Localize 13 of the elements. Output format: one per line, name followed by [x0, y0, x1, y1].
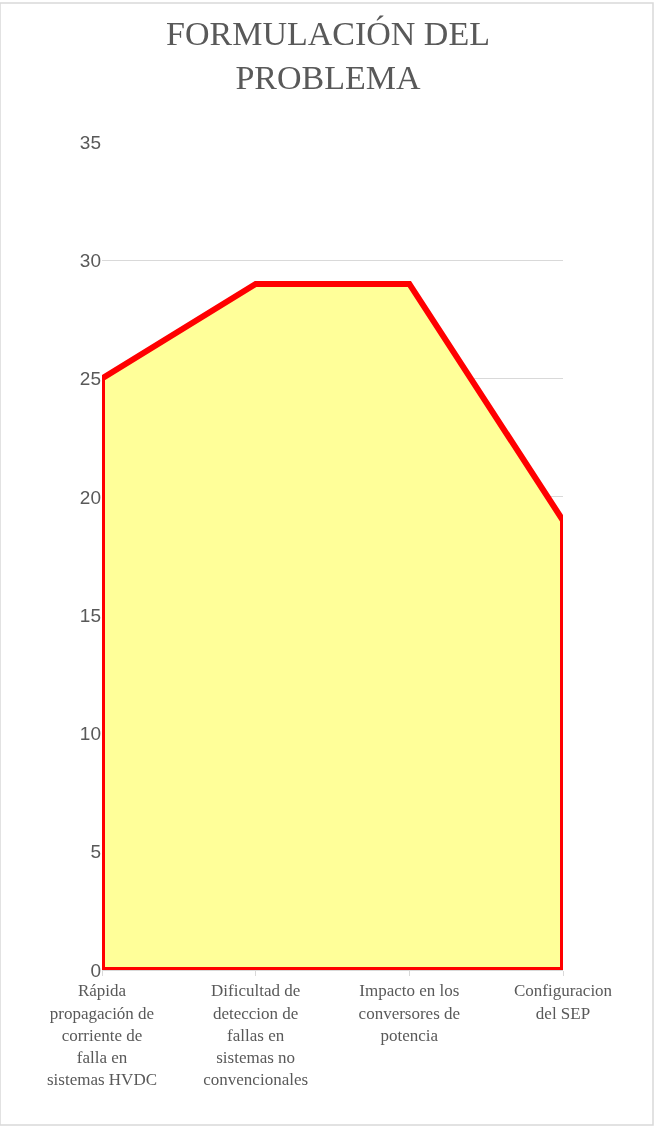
x-tick-label: Rápida propagación de corriente de falla en sistemas HVDC — [46, 981, 158, 1089]
x-tick-label: Dificultad de deteccion de fallas en sistemas no convencionales — [203, 981, 309, 1089]
y-tick-label: 35 — [79, 131, 101, 153]
y-tick-label: 0 — [90, 959, 101, 981]
y-tick-label: 10 — [79, 723, 101, 745]
x-tick-label: Impacto en los conversores de potencia — [358, 981, 461, 1045]
y-tick-label: 25 — [79, 368, 101, 390]
chart-title: FORMULACIÓN DEL PROBLEMA — [166, 15, 490, 97]
y-tick-label: 15 — [79, 604, 101, 626]
x-tick-label: Configuracion del SEP — [513, 981, 613, 1023]
y-tick-label: 30 — [79, 249, 101, 271]
y-tick-label: 5 — [90, 841, 101, 863]
y-tick-label: 20 — [79, 486, 101, 508]
